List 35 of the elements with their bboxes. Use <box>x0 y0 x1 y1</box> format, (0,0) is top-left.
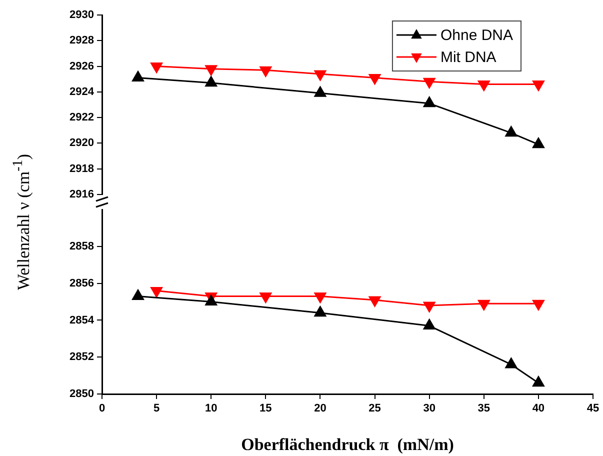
y-tick-label: 2854 <box>70 314 95 326</box>
point <box>532 300 544 310</box>
x-tick-label: 10 <box>204 402 218 415</box>
x-axis-title: Oberflächendruck π (mN/m) <box>241 435 454 454</box>
y-tick-label: 2858 <box>70 240 94 253</box>
x-tick-label: 35 <box>478 402 490 415</box>
y-tick-label: 2850 <box>70 388 94 400</box>
x-tick-label: 15 <box>260 402 272 415</box>
point <box>505 358 518 368</box>
y-tick-label: 2930 <box>70 9 94 22</box>
x-tick-label: 25 <box>368 402 381 415</box>
point <box>260 292 272 304</box>
x-tick-label: 0 <box>98 402 106 415</box>
point <box>150 286 162 298</box>
legend-label: Ohne DNA <box>440 27 514 44</box>
x-tick-label: 30 <box>423 402 436 415</box>
point <box>368 296 381 307</box>
point <box>423 302 436 312</box>
point <box>478 300 490 310</box>
point <box>314 292 326 304</box>
x-tick-label: 45 <box>586 402 600 415</box>
point <box>532 376 544 387</box>
y-tick-label: 2852 <box>70 351 94 364</box>
y-tick-label: 2926 <box>70 60 94 72</box>
y-tick-label: 2924 <box>70 86 95 98</box>
x-tick-label: 40 <box>532 402 545 415</box>
y-tick-label: 2916 <box>70 188 94 200</box>
y-tick-label: 2920 <box>70 137 94 150</box>
y-tick-label: 2856 <box>70 277 94 290</box>
y-tick-label: 2918 <box>70 162 94 175</box>
y-tick-label: 2922 <box>70 112 94 124</box>
x-tick-label: 20 <box>314 402 326 415</box>
x-tick-label: 5 <box>153 402 160 415</box>
y-tick-label: 2928 <box>70 34 94 47</box>
legend-label: Mit DNA <box>440 49 496 66</box>
